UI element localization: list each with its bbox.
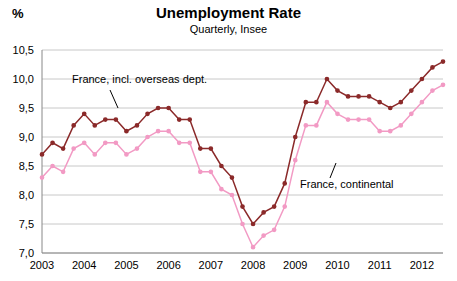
html-text:Quarterly, Insee: Quarterly, Insee xyxy=(189,23,268,35)
svg-text:2006: 2006 xyxy=(156,259,180,271)
svg-text:9,5: 9,5 xyxy=(19,102,34,114)
svg-text:2007: 2007 xyxy=(199,259,223,271)
svg-text:8,5: 8,5 xyxy=(19,160,34,172)
svg-text:10,5: 10,5 xyxy=(13,44,34,56)
svg-text:2008: 2008 xyxy=(241,259,265,271)
svg-text:2012: 2012 xyxy=(410,259,434,271)
html-text:France, continental: France, continental xyxy=(300,178,394,190)
svg-text:2010: 2010 xyxy=(325,259,349,271)
svg-text:10,0: 10,0 xyxy=(13,73,34,85)
svg-text:2003: 2003 xyxy=(30,259,54,271)
svg-text:8,0: 8,0 xyxy=(19,189,34,201)
html-text:Unemployment Rate: Unemployment Rate xyxy=(156,4,301,21)
svg-text:7,5: 7,5 xyxy=(19,218,34,230)
svg-text:9,0: 9,0 xyxy=(19,131,34,143)
svg-text:2005: 2005 xyxy=(114,259,138,271)
svg-text:7,0: 7,0 xyxy=(19,247,34,259)
html-text:France, incl. overseas dept.: France, incl. overseas dept. xyxy=(72,73,208,85)
svg-text:2004: 2004 xyxy=(72,259,96,271)
svg-text:2011: 2011 xyxy=(368,259,392,271)
svg-text:2009: 2009 xyxy=(283,259,307,271)
